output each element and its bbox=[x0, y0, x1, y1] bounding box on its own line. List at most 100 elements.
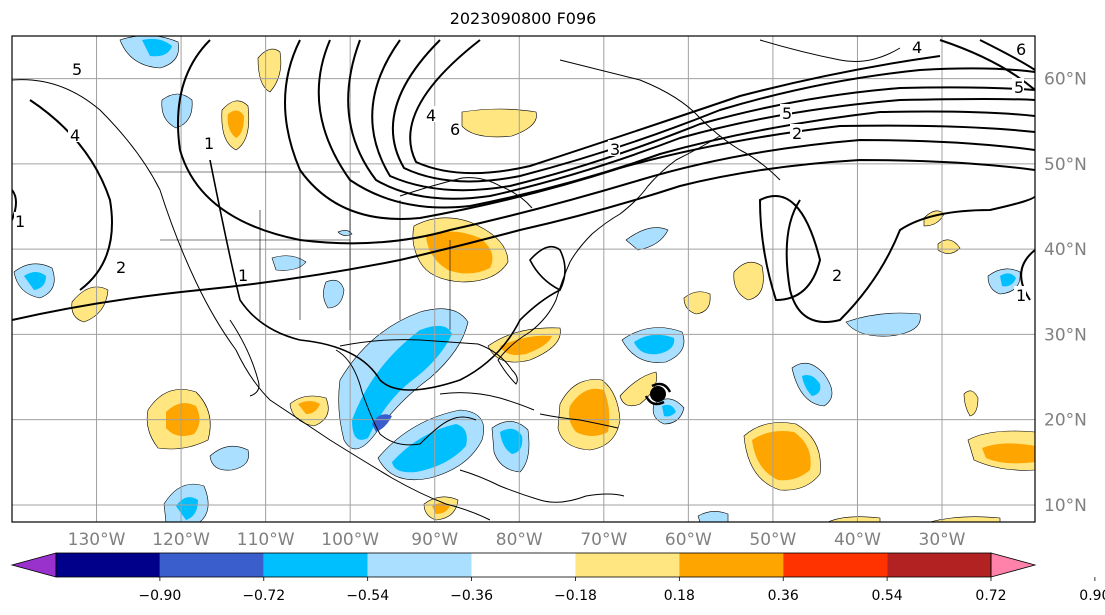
colorbar-bin bbox=[887, 553, 991, 577]
lat-tick-label: 20°N bbox=[1044, 411, 1087, 431]
contour-line bbox=[758, 195, 822, 302]
contour-label: 6 bbox=[1016, 40, 1026, 59]
colorbar-bin bbox=[783, 553, 888, 577]
contour-line bbox=[1020, 249, 1035, 301]
anomaly-shading bbox=[13, 36, 1035, 522]
colorbar-tick-label: 0.90 bbox=[1079, 588, 1105, 604]
negative-anomaly-patch bbox=[987, 268, 1021, 295]
political-borders bbox=[150, 171, 451, 330]
negative-anomaly-patch bbox=[13, 263, 55, 299]
baja-california-coast bbox=[229, 319, 260, 397]
positive-anomaly-patch bbox=[929, 516, 1001, 522]
contour-line bbox=[177, 39, 1035, 245]
lon-tick-label: 30°W bbox=[919, 530, 966, 550]
contour-line bbox=[529, 245, 566, 292]
lat-tick-label: 10°N bbox=[1044, 496, 1087, 516]
negative-anomaly-patch bbox=[337, 230, 353, 236]
longitude-labels: 130°W 120°W 110°W 100°W 90°W 80°W 70°W 60°W 50°W… bbox=[68, 530, 966, 550]
lon-tick-label: 100°W bbox=[321, 530, 379, 550]
lon-tick-label: 80°W bbox=[496, 530, 543, 550]
map-frame bbox=[11, 35, 1036, 523]
contour-label: 6 bbox=[450, 120, 460, 139]
colorbar-tick-label: −0.36 bbox=[450, 588, 493, 604]
contour-label: 4 bbox=[70, 126, 80, 145]
colorbar-tick-label: −0.90 bbox=[138, 588, 181, 604]
negative-anomaly-patch bbox=[209, 445, 249, 471]
colorbar-bin bbox=[471, 553, 576, 577]
caribbean-islands bbox=[439, 392, 619, 429]
positive-anomaly-patch bbox=[743, 422, 821, 491]
colorbar-tick-label: 0.54 bbox=[872, 588, 903, 604]
positive-anomaly-patch bbox=[683, 291, 711, 315]
pacific-coastline bbox=[12, 79, 491, 521]
lat-tick-label: 30°N bbox=[1044, 325, 1087, 345]
lon-tick-label: 70°W bbox=[580, 530, 627, 550]
positive-anomaly-patch bbox=[461, 108, 537, 138]
contour-label: 2 bbox=[116, 258, 126, 277]
colorbar-labels: −0.90 −0.72 −0.54 −0.36 −0.18 0.18 0.36 0.54 0.7… bbox=[138, 577, 1105, 604]
lon-tick-label: 120°W bbox=[152, 530, 210, 550]
contour-label: 2 bbox=[832, 266, 842, 285]
colorbar-extend-high bbox=[990, 552, 1037, 578]
tropical-storm-marker bbox=[644, 382, 672, 406]
contour-label: 5 bbox=[1014, 78, 1024, 97]
lon-tick-label: 40°W bbox=[834, 530, 881, 550]
positive-anomaly-patch bbox=[733, 261, 764, 301]
map-title: 2023090800 F096 bbox=[449, 9, 597, 28]
colorbar-tick-label: 0.72 bbox=[975, 588, 1006, 604]
height-contours bbox=[12, 39, 1035, 391]
negative-anomaly-patch bbox=[621, 327, 685, 363]
colorbar bbox=[10, 552, 1037, 578]
negative-anomaly-patch bbox=[323, 279, 345, 309]
colorbar-tick-label: 0.18 bbox=[664, 588, 695, 604]
contour-label: 1 bbox=[204, 134, 214, 153]
colorbar-bin bbox=[679, 553, 784, 577]
colorbar-bin bbox=[575, 553, 680, 577]
negative-anomaly-patch bbox=[161, 93, 193, 129]
negative-anomaly-patch bbox=[845, 312, 921, 337]
contour-line bbox=[29, 99, 113, 291]
contour-line bbox=[785, 195, 1035, 323]
positive-anomaly-patch bbox=[967, 430, 1035, 471]
lon-tick-label: 90°W bbox=[411, 530, 458, 550]
contour-line bbox=[317, 39, 1035, 209]
negative-anomaly-patch bbox=[697, 511, 729, 522]
colorbar-outline bbox=[55, 552, 992, 578]
contour-labels: 5 4 4 6 3 5 2 2 1 1 2 4 5 6 bbox=[14, 38, 1026, 305]
contour-line bbox=[12, 189, 17, 221]
colorbar-tick-label: −0.72 bbox=[242, 588, 285, 604]
south-america-coast bbox=[459, 469, 625, 503]
graticule bbox=[12, 36, 1035, 522]
positive-anomaly-patch bbox=[963, 390, 979, 417]
contour-label: 1 bbox=[15, 212, 25, 231]
contour-label: 4 bbox=[912, 38, 922, 57]
lon-tick-label: 60°W bbox=[665, 530, 712, 550]
colorbar-bin bbox=[367, 553, 472, 577]
contour-line bbox=[409, 39, 941, 175]
contour-line bbox=[209, 159, 561, 391]
contour-line bbox=[12, 158, 1035, 321]
lat-tick-label: 60°N bbox=[1044, 70, 1087, 90]
coastlines bbox=[12, 39, 901, 521]
contour-line bbox=[391, 39, 1035, 183]
lon-tick-label: 50°W bbox=[749, 530, 796, 550]
contour-label: 1 bbox=[1016, 286, 1026, 305]
atlantic-coastline bbox=[339, 135, 721, 385]
contour-label: 3 bbox=[610, 140, 620, 159]
latitude-labels: 60°N 50°N 40°N 30°N 20°N 10°N bbox=[1044, 70, 1087, 516]
lat-tick-label: 40°N bbox=[1044, 240, 1087, 260]
negative-anomaly-patch bbox=[271, 255, 307, 271]
colorbar-bin bbox=[159, 553, 264, 577]
lon-tick-label: 110°W bbox=[237, 530, 295, 550]
colorbar-bin bbox=[263, 553, 368, 577]
negative-anomaly-patch bbox=[338, 308, 469, 450]
contour-label: 5 bbox=[72, 60, 82, 79]
colorbar-tick-label: 0.36 bbox=[768, 588, 799, 604]
contour-label: 1 bbox=[238, 266, 248, 285]
colorbar-bin bbox=[56, 553, 160, 577]
positive-anomaly-patch bbox=[221, 100, 250, 151]
positive-anomaly-patch bbox=[257, 48, 282, 93]
colorbar-tick-label: −0.18 bbox=[554, 588, 597, 604]
positive-anomaly-patch bbox=[827, 516, 881, 522]
contour-line bbox=[979, 39, 1035, 71]
